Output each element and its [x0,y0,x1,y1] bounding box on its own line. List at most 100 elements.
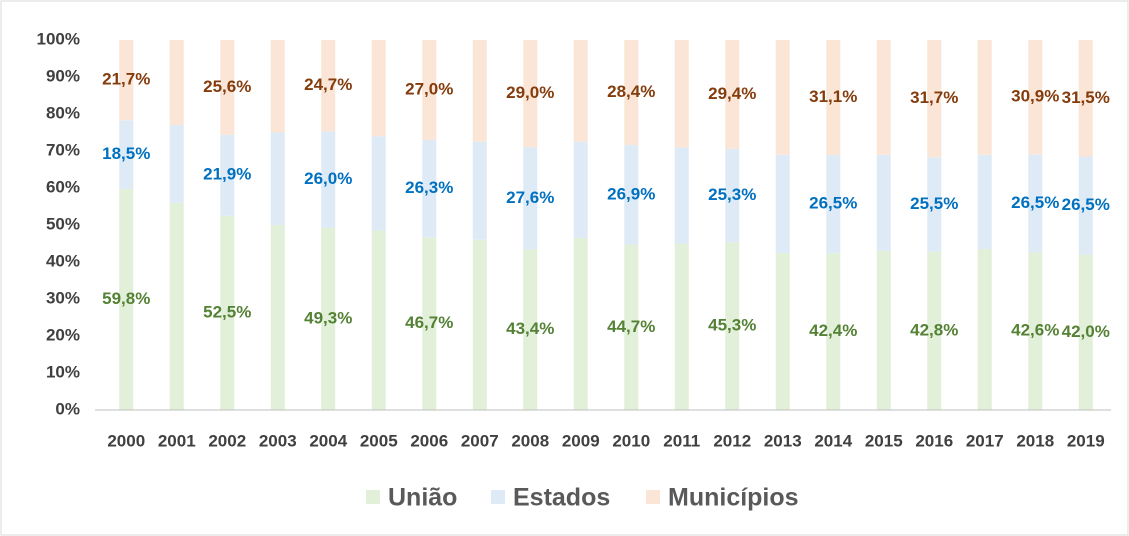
bar-segment [1078,156,1093,255]
y-tick-label: 40% [46,251,80,270]
bar-segment [472,40,487,142]
data-label: 45,3% [708,316,756,335]
x-tick-label: 2011 [663,431,700,450]
data-label: 29,0% [506,83,554,102]
data-label: 26,5% [1011,193,1059,212]
bar-segment [674,243,689,410]
x-tick-label: 2016 [915,431,953,450]
bar-segment [725,242,740,410]
bar-segment [321,40,336,132]
data-label: 25,6% [203,77,251,96]
data-label: 29,4% [708,84,756,103]
bar-segment [573,40,588,142]
x-tick-label: 2001 [158,431,196,450]
bar-segment [927,157,942,252]
data-label: 25,3% [708,185,756,204]
bar-segment [927,251,942,410]
bar-segment [371,40,386,137]
data-label: 31,1% [809,87,857,106]
data-label: 46,7% [405,313,453,332]
y-tick-label: 80% [46,103,80,122]
bar-segment [775,40,790,155]
x-tick-label: 2009 [562,431,600,450]
bar-segment [624,145,639,245]
bar-segment [220,134,235,216]
bar-segment [220,215,235,410]
bar-segment [826,253,841,410]
bar-segment [119,40,134,121]
x-tick-label: 2007 [461,431,499,450]
bar-segment [1028,252,1043,410]
bar-segment [169,202,184,410]
x-tick-label: 2017 [966,431,1004,450]
data-label: 18,5% [102,144,150,163]
bar-segment [270,225,285,410]
legend-label: Estados [513,484,610,512]
data-label: 21,7% [102,70,150,89]
x-tick-label: 2002 [208,431,246,450]
bar-segment [876,40,891,155]
bar-segment [977,154,992,250]
bar-segment [624,244,639,410]
bar-segment [624,40,639,146]
bar-segment [169,125,184,203]
bar-segment [674,40,689,148]
y-tick-label: 70% [46,140,80,159]
x-tick-label: 2004 [309,431,347,450]
bar-segment [573,237,588,410]
legend-label: Municípios [668,484,799,512]
data-label: 30,9% [1011,87,1059,106]
data-label: 21,9% [203,165,251,184]
bar-segment [422,237,437,410]
x-tick-label: 2014 [814,431,852,450]
data-label: 26,0% [304,169,352,188]
data-label: 26,5% [809,194,857,213]
x-tick-label: 2012 [713,431,751,450]
bar-segment [472,239,487,410]
bar-segment [674,147,689,244]
bar-segment [775,252,790,410]
data-label: 24,7% [304,75,352,94]
data-label: 31,7% [910,88,958,107]
x-tick-label: 2018 [1016,431,1054,450]
y-tick-label: 0% [55,399,80,418]
bar-segment [321,227,336,410]
y-tick-label: 20% [46,325,80,344]
bar-segment [371,230,386,410]
x-tick-label: 2010 [612,431,650,450]
data-label: 42,6% [1011,321,1059,340]
bar-segment [119,120,134,189]
bar-segment [1078,254,1093,410]
x-tick-label: 2003 [259,431,297,450]
bar-segment [876,154,891,251]
bar-segment [725,148,740,243]
bar-segment [169,40,184,126]
data-label: 26,3% [405,178,453,197]
data-label: 59,8% [102,289,150,308]
data-label: 42,4% [809,321,857,340]
y-tick-label: 30% [46,288,80,307]
bar-segment [775,154,790,253]
bar-segment [573,141,588,238]
x-tick-label: 2006 [410,431,448,450]
x-tick-label: 2008 [511,431,549,450]
legend-swatch [366,490,380,504]
bar-segment [725,40,740,149]
data-label: 49,3% [304,308,352,327]
x-tick-label: 2015 [865,431,903,450]
data-label: 31,5% [1062,88,1110,107]
data-label: 27,0% [405,79,453,98]
bar-segment [977,249,992,410]
data-label: 26,5% [1062,195,1110,214]
data-label: 26,9% [607,184,655,203]
y-tick-label: 100% [37,29,80,48]
bar-segment [876,250,891,410]
bar-segment [1028,40,1043,155]
bar-segment [826,40,841,156]
bar-segment [1028,154,1043,253]
bar-segment [927,40,942,158]
bar-segment [270,40,285,133]
bar-segment [422,40,437,140]
legend-swatch [646,490,660,504]
bar-segment [523,249,538,410]
